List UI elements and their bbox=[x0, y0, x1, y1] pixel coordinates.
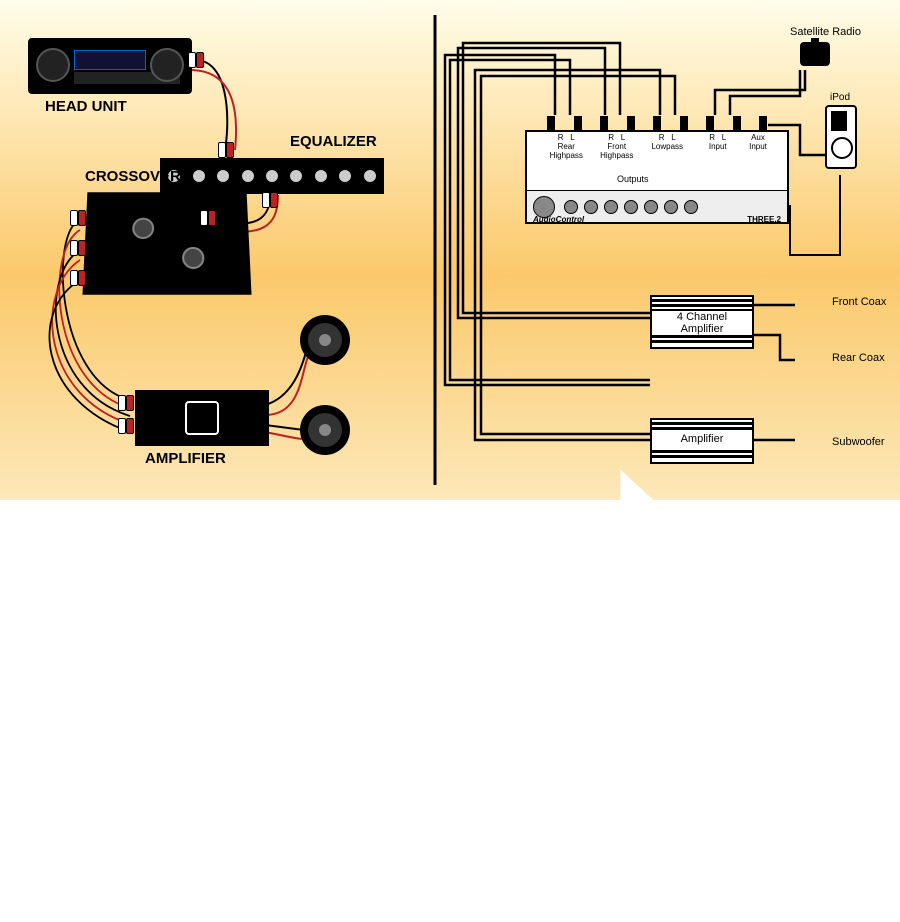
xover-rca-3 bbox=[70, 270, 86, 291]
speaker-bottom bbox=[300, 405, 350, 455]
eq-rca-out bbox=[262, 192, 278, 213]
processor-model: THREE.2 bbox=[747, 215, 781, 224]
head-unit-rca bbox=[188, 52, 204, 73]
audio-processor: R LRearHighpass R LFrontHighpass R LLowp… bbox=[525, 130, 789, 224]
equalizer-label: EQUALIZER bbox=[290, 133, 377, 150]
four-ch-amp-label: 4 ChannelAmplifier bbox=[652, 311, 752, 335]
port-rear-hp: R LRearHighpass bbox=[541, 134, 592, 160]
sub-amp-label: Amplifier bbox=[652, 433, 752, 445]
ipod-label: iPod bbox=[830, 92, 850, 103]
subwoofer-speaker bbox=[795, 422, 831, 458]
port-input: R LInput bbox=[693, 134, 744, 160]
xover-rca-1 bbox=[70, 210, 86, 231]
sub-amp: Amplifier bbox=[650, 418, 754, 464]
rear-coax-label: Rear Coax bbox=[832, 352, 885, 364]
xover-rca-in bbox=[200, 210, 216, 231]
amp-rca-1 bbox=[118, 395, 134, 416]
head-unit-label: HEAD UNIT bbox=[45, 98, 127, 115]
front-coax-speaker bbox=[795, 285, 827, 317]
satellite-radio bbox=[800, 42, 830, 66]
equalizer bbox=[160, 158, 384, 194]
outputs-label: Outputs bbox=[617, 174, 649, 184]
four-channel-amp: 4 ChannelAmplifier bbox=[650, 295, 754, 349]
port-aux: AuxInput bbox=[743, 134, 773, 160]
diagram-canvas: HEAD UNIT EQUALIZER CROSSOVER AMPLIFIER … bbox=[0, 0, 900, 500]
eq-rca-in bbox=[218, 142, 234, 163]
power-amp bbox=[135, 390, 269, 446]
xover-rca-2 bbox=[70, 240, 86, 261]
crossover bbox=[82, 192, 251, 295]
head-unit bbox=[28, 38, 192, 94]
port-lowpass: R LLowpass bbox=[642, 134, 693, 160]
satellite-radio-label: Satellite Radio bbox=[790, 26, 861, 38]
front-coax-label: Front Coax bbox=[832, 296, 886, 308]
amp-rca-2 bbox=[118, 418, 134, 439]
processor-brand: AudioControl bbox=[533, 215, 584, 224]
crossover-label: CROSSOVER bbox=[85, 168, 181, 185]
amplifier-label: AMPLIFIER bbox=[145, 450, 226, 467]
subwoofer-label: Subwoofer bbox=[832, 436, 885, 448]
rear-coax-speaker bbox=[795, 342, 827, 374]
ipod bbox=[825, 105, 857, 169]
port-front-hp: R LFrontHighpass bbox=[592, 134, 643, 160]
speaker-top bbox=[300, 315, 350, 365]
